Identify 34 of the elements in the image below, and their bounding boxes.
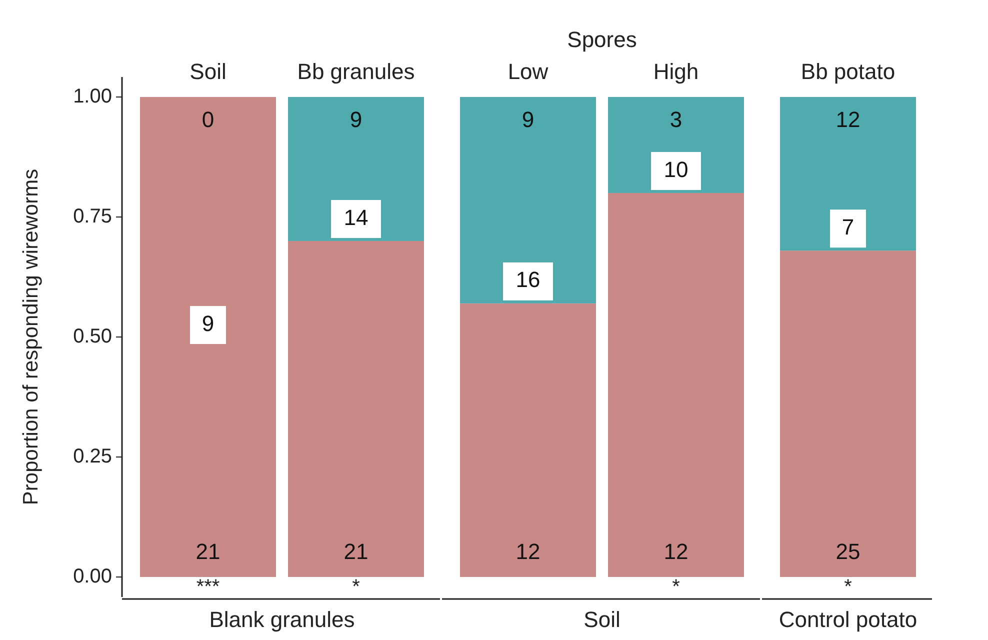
annotation: 12 xyxy=(836,106,860,132)
annotation: *** xyxy=(196,576,220,598)
annotation: 0 xyxy=(202,106,214,132)
annotation: 7 xyxy=(842,214,854,240)
text: Spores xyxy=(567,27,637,52)
text: Soil xyxy=(584,607,620,632)
annotation: 9 xyxy=(202,310,214,336)
annotation: 25 xyxy=(836,538,860,564)
annotation: 3 xyxy=(670,106,682,132)
annotation: * xyxy=(844,576,852,598)
text: Blank granules xyxy=(209,607,355,632)
x-tick-label: Soil xyxy=(190,59,226,84)
annotation: * xyxy=(352,576,360,598)
text: Control potato xyxy=(778,607,918,632)
annotation: 12 xyxy=(664,538,688,564)
annotation: 12 xyxy=(516,538,540,564)
annotation: 10 xyxy=(664,156,688,182)
y-tick-label: 0.75 xyxy=(73,205,112,228)
annotation: 14 xyxy=(344,204,368,230)
annotation: 9 xyxy=(350,106,362,132)
annotation: 9 xyxy=(522,106,534,132)
y-axis-title: Proportion of responding wireworms xyxy=(20,168,43,506)
x-tick-label: Bb potato xyxy=(800,59,896,84)
x-tick-label: High xyxy=(653,59,699,84)
annotation: 21 xyxy=(344,538,368,564)
x-tick-label: Bb granules xyxy=(297,59,415,84)
y-tick-label: 1.00 xyxy=(73,85,112,108)
annotation: 21 xyxy=(196,538,220,564)
y-tick-label: 0.25 xyxy=(73,445,112,468)
x-tick-label: Low xyxy=(508,59,548,84)
y-tick-label: 0.50 xyxy=(73,325,112,348)
y-tick-label: 0.00 xyxy=(73,565,112,588)
annotation: * xyxy=(672,576,680,598)
annotation: 16 xyxy=(516,267,540,292)
